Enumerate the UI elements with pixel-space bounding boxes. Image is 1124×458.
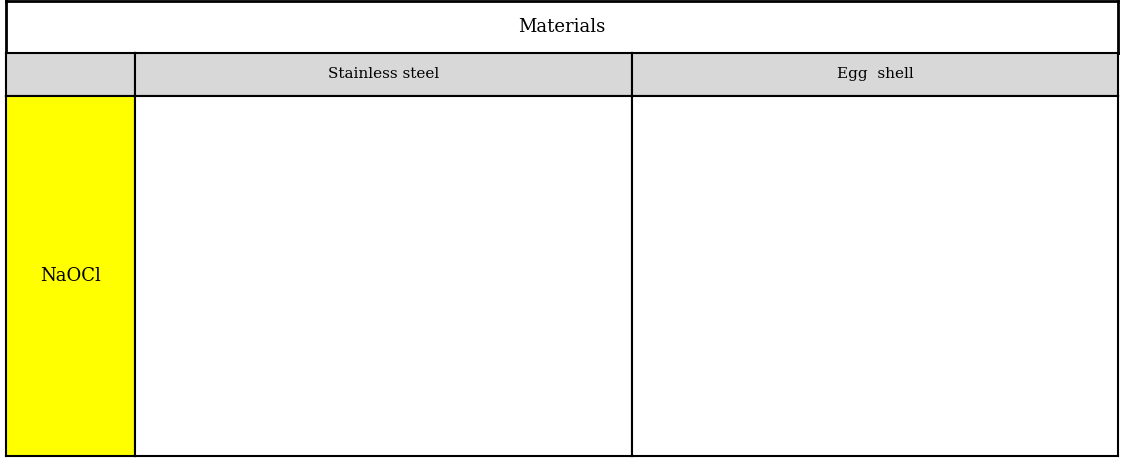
Text: Materials: Materials bbox=[518, 18, 606, 36]
X-axis label: NaOCl (ppm): NaOCl (ppm) bbox=[862, 426, 937, 436]
Y-axis label: log CFU/cm2: log CFU/cm2 bbox=[172, 223, 182, 297]
Text: Egg  shell: Egg shell bbox=[837, 67, 914, 82]
Legend: Bio film, Planktonic cell: Bio film, Planktonic cell bbox=[483, 120, 611, 154]
Y-axis label: log CFU/cm2: log CFU/cm2 bbox=[668, 223, 678, 297]
Text: Stainless steel: Stainless steel bbox=[328, 67, 439, 82]
Legend: Bio film, Planktonic cell: Bio film, Planktonic cell bbox=[970, 120, 1098, 154]
Text: NaOCl: NaOCl bbox=[39, 267, 101, 285]
X-axis label: NaOCl (ppm): NaOCl (ppm) bbox=[371, 426, 446, 436]
